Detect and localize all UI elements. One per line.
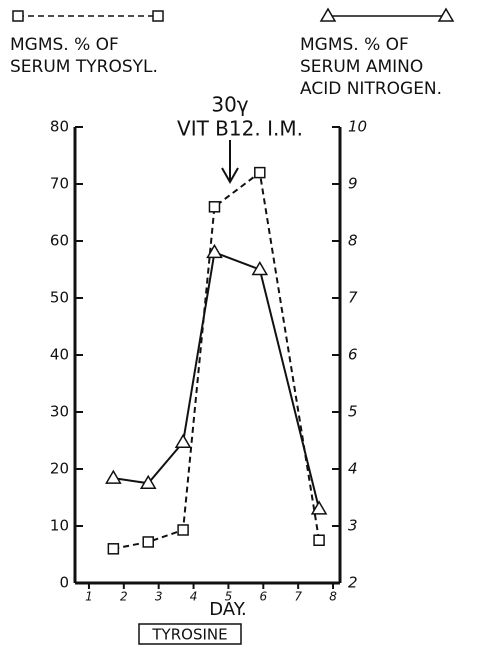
legend-marker: [319, 7, 337, 22]
y2-tick-label: 3: [348, 517, 358, 535]
legend-label: MGMS. % OF SERUM TYROSYL.: [10, 35, 158, 77]
x-axis-label: DAY.: [209, 599, 247, 620]
y-tick-label: 20: [50, 460, 69, 478]
y2-tick-label: 7: [348, 289, 358, 307]
y2-tick-label: 8: [348, 232, 358, 250]
y-tick-label: 40: [50, 346, 69, 364]
footer-box: [138, 623, 242, 645]
legend-marker: [152, 10, 164, 22]
y2-tick-label: 6: [348, 346, 358, 364]
y-tick-label: 10: [50, 517, 69, 535]
footer: TYROSINE: [151, 626, 227, 644]
y-tick-label: 80: [50, 118, 69, 136]
data-point: [251, 261, 269, 276]
x-tick-label: 6: [259, 590, 267, 604]
data-point: [105, 469, 122, 484]
data-point: [206, 243, 223, 259]
x-tick-label: 4: [190, 590, 198, 604]
data-point: [208, 201, 221, 213]
y-tick-label: 0: [59, 574, 69, 592]
series-line: [113, 251, 321, 510]
x-tick-label: 7: [294, 590, 302, 604]
data-point: [310, 500, 328, 515]
data-point: [107, 543, 120, 555]
x-tick-label: 2: [120, 590, 128, 604]
y2-tick-label: 9: [348, 175, 358, 193]
x-tick-label: 1: [85, 590, 93, 604]
y-tick-label: 30: [50, 403, 69, 421]
y2-tick-label: 4: [348, 460, 358, 478]
data-point: [313, 534, 325, 546]
x-tick-label: 3: [155, 590, 163, 604]
legend-marker: [12, 10, 24, 22]
data-point: [139, 474, 157, 489]
data-point: [177, 524, 189, 536]
arrow-head: [221, 167, 239, 185]
y2-tick-label: 2: [348, 574, 358, 592]
data-point: [174, 433, 192, 448]
y-tick-label: 60: [50, 232, 69, 250]
legend-label: MGMS. % OF SERUM AMINO ACID NITROGEN.: [300, 35, 443, 99]
data-point: [254, 166, 266, 179]
x-tick-label: 5: [225, 590, 233, 604]
y-tick-label: 50: [50, 289, 69, 307]
annotation: 30γ: [211, 93, 248, 117]
y2-tick-label: 5: [348, 403, 358, 421]
y-tick-label: 70: [50, 175, 69, 193]
series-line: [113, 170, 321, 550]
data-point: [142, 536, 154, 548]
x-tick-label: 8: [329, 590, 337, 604]
legend-marker: [437, 7, 455, 22]
annotation: VIT B12. I.M.: [177, 117, 303, 141]
y2-tick-label: 10: [348, 118, 367, 136]
